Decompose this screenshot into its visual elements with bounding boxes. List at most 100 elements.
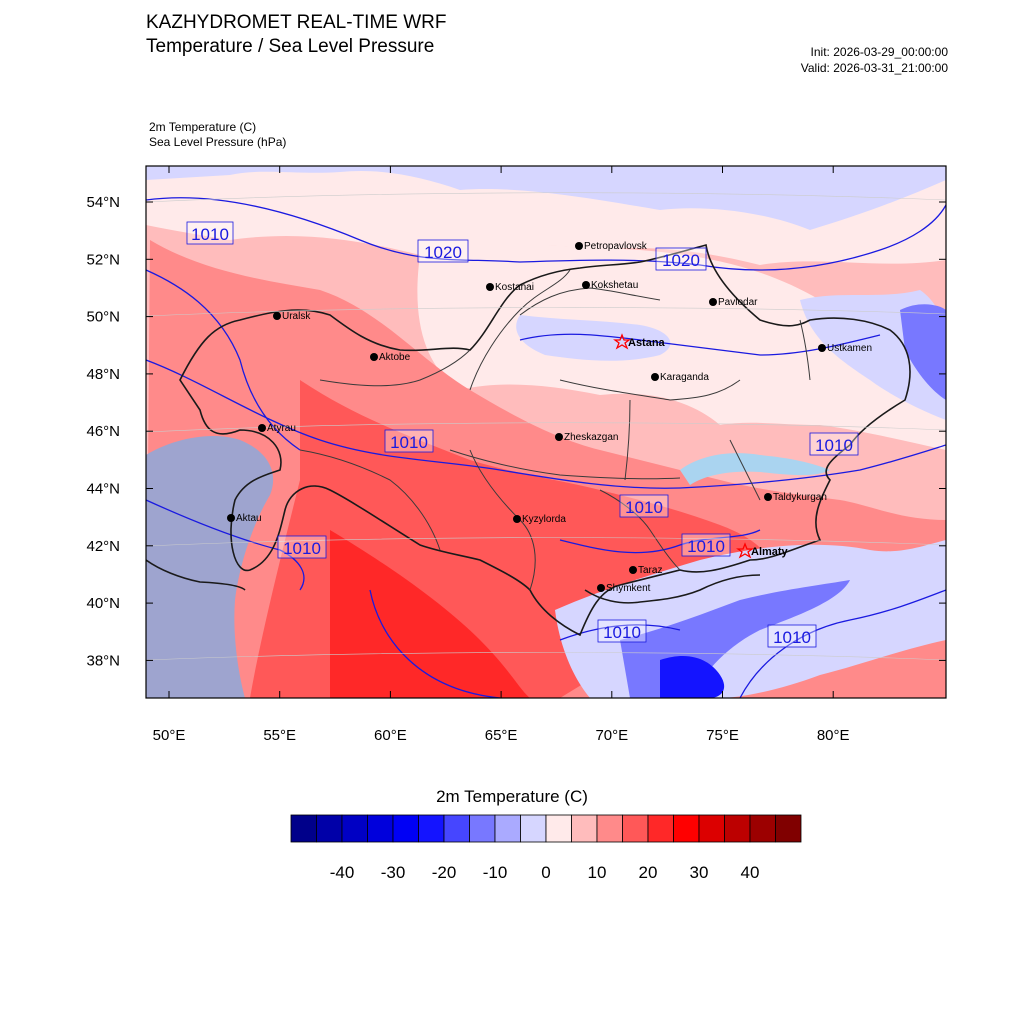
svg-text:Taraz: Taraz [638,565,662,576]
city-ustkamen: Ustkamen [818,343,872,354]
colorbar-swatch [545,814,572,843]
lat-tick-label: 44°N [86,481,120,498]
svg-text:Atyrau: Atyrau [267,423,296,434]
region-line-3 [519,287,661,316]
isobar-label: 1010 [384,429,434,453]
isobar-1020 [146,197,946,271]
city-uralsk: Uralsk [273,311,311,322]
caspian-sea [146,435,274,698]
svg-text:1010: 1010 [283,539,321,558]
lon-tick-label: 55°E [263,727,296,744]
colorbar-tick-label: -30 [381,863,406,882]
isobar-label: 1010 [681,533,731,557]
city-karaganda: Karaganda [651,372,709,383]
kyrgyzstan-border [584,574,761,604]
city-zheskazgan: Zheskazgan [555,432,618,443]
isobar-1010-west [146,269,301,451]
temperature-field [146,166,946,698]
region-line-5 [449,449,681,480]
chart-title: KAZHYDROMET REAL-TIME WRF [146,12,447,33]
city-kokshetau: Kokshetau [582,280,638,291]
city-petropavlovsk: Petropavlovsk [575,241,648,252]
colorbar-swatch [622,814,649,843]
colorbar-tick-label: -40 [330,863,355,882]
colorbar-swatch [392,814,419,843]
chart-subtitle: Temperature / Sea Level Pressure [146,36,435,57]
colorbar-tick-label: -10 [483,863,508,882]
isobar-label: 1010 [767,624,817,648]
svg-text:Aktobe: Aktobe [379,352,411,363]
svg-text:Petropavlovsk: Petropavlovsk [584,241,648,252]
svg-text:1010: 1010 [773,628,811,647]
lat-tick-label: 50°N [86,309,120,326]
latitude-axis: 54°N 52°N 50°N 48°N 46°N 44°N 42°N 40°N 38°N [86,194,946,669]
svg-text:1010: 1010 [603,623,641,642]
colorbar-tick-label: 10 [588,863,607,882]
colorbar: -40 -30 -20 -10 0 10 20 30 40 [290,814,802,882]
colorbar-swatch [341,814,368,843]
colorbar-tick-label: -20 [432,863,457,882]
colorbar-title: 2m Temperature (C) [436,787,588,806]
isobar-1010-central [146,359,946,489]
temp-extreme-cold-pamir [660,655,725,698]
shaded-field-label: 2m Temperature (C) [149,120,257,134]
colorbar-swatch [316,814,343,843]
region-line-10 [799,319,811,381]
lon-tick-label: 75°E [706,727,739,744]
isobar-1010-east [739,589,946,698]
colorbar-swatch [418,814,445,843]
svg-text:1010: 1010 [390,433,428,452]
capital-almaty: Almaty [736,542,789,559]
colorbar-swatch [469,814,496,843]
isobar-label: 1010 [809,432,859,456]
colorbar-swatch [749,814,776,843]
city-shymkent: Shymkent [597,583,651,594]
city-aktau: Aktau [227,513,262,524]
graticule-42 [145,537,947,547]
init-time: Init: 2026-03-29_00:00:00 [810,45,948,59]
svg-text:Kyzylorda: Kyzylorda [522,514,566,525]
svg-text:Pavlodar: Pavlodar [718,297,758,308]
svg-text:Karaganda: Karaganda [660,372,709,383]
kazakhstan-border [179,243,911,637]
svg-text:Astana: Astana [628,337,666,349]
region-line-9 [729,439,761,501]
isobar-1010-turan [369,589,501,698]
graticule-38 [145,652,947,661]
isobars [146,197,946,698]
svg-text:1010: 1010 [815,436,853,455]
colorbar-swatch [596,814,623,843]
region-line-4 [559,379,741,401]
svg-text:Almaty: Almaty [751,546,789,558]
colorbar-swatch [494,814,521,843]
lon-tick-label: 60°E [374,727,407,744]
isobar-label: 1010 [619,494,669,518]
colorbar-tick-label: 0 [541,863,550,882]
lat-tick-label: 48°N [86,366,120,383]
lon-tick-label: 50°E [153,727,186,744]
isobar-label: 1010 [277,535,327,559]
colorbar-tick-label: 20 [639,863,658,882]
colorbar-swatch [443,814,470,843]
temp-band-cold-north [146,166,946,230]
colorbar-swatch [571,814,598,843]
svg-text:Zheskazgan: Zheskazgan [564,432,618,443]
city-aktobe: Aktobe [370,352,411,363]
city-atyrau: Atyrau [258,423,296,434]
lon-tick-label: 65°E [485,727,518,744]
region-line-11 [624,399,631,481]
lat-tick-label: 52°N [86,251,120,268]
city-markers: Petropavlovsk Kostanai Kokshetau Pavloda… [227,241,872,594]
svg-text:Aktau: Aktau [236,513,262,524]
region-line-6 [299,449,441,551]
region-line-8 [599,489,681,571]
lon-tick-label: 80°E [817,727,850,744]
valid-time: Valid: 2026-03-31_21:00:00 [800,61,948,75]
colorbar-swatch [647,814,674,843]
colorbar-tick-label: 40 [741,863,760,882]
svg-text:1020: 1020 [662,251,700,270]
colorbar-swatch [673,814,700,843]
city-taraz: Taraz [629,565,662,576]
city-taldykurgan: Taldykurgan [764,492,827,503]
